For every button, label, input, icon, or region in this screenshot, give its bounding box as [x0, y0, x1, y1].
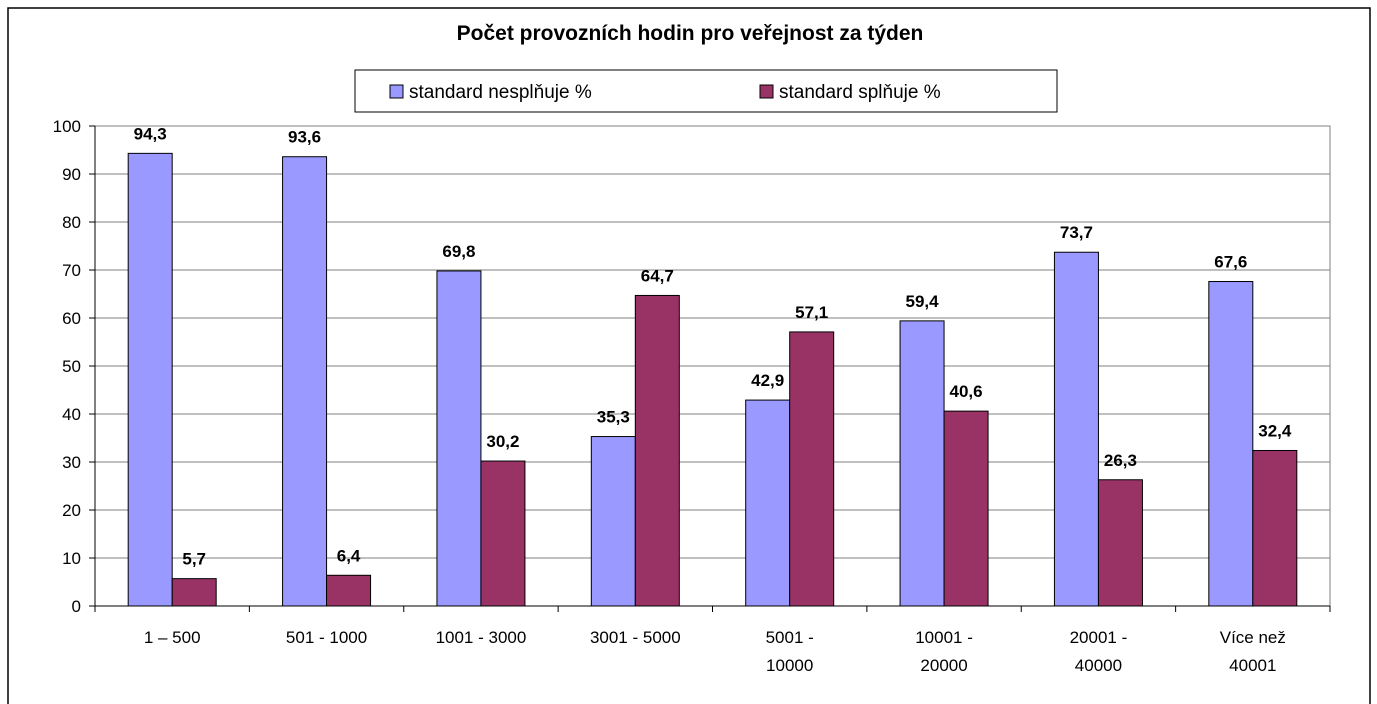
bar: [1252, 449, 1298, 607]
bar: [745, 399, 791, 607]
y-tick-label: 60: [62, 309, 81, 328]
x-tick-label: 3001 - 5000: [590, 628, 681, 647]
bar: [899, 320, 945, 607]
y-tick-label: 0: [72, 597, 81, 616]
data-label: 40,6: [950, 382, 983, 401]
data-label: 69,8: [442, 242, 475, 261]
x-tick-label: Více než 40001: [1220, 628, 1286, 675]
data-label: 67,6: [1214, 253, 1247, 272]
legend-swatch: [759, 84, 774, 99]
legend-label: standard nesplňuje %: [409, 82, 592, 103]
x-tick-label: 1001 - 3000: [436, 628, 527, 647]
bar: [480, 460, 526, 607]
bar: [943, 410, 989, 607]
bar: [1097, 479, 1143, 607]
bar: [127, 152, 173, 607]
legend-swatch: [389, 84, 404, 99]
bar: [1053, 251, 1099, 607]
y-tick-label: 10: [62, 549, 81, 568]
data-label: 73,7: [1060, 223, 1093, 242]
x-tick-label: 5001 -10000: [766, 628, 814, 675]
x-tick-label: 501 - 1000: [286, 628, 367, 647]
data-label: 6,4: [337, 546, 361, 565]
y-tick-label: 40: [62, 405, 81, 424]
bar: [789, 331, 835, 607]
data-label: 26,3: [1104, 451, 1137, 470]
bar: [282, 156, 328, 607]
y-tick-label: 80: [62, 213, 81, 232]
y-tick-label: 20: [62, 501, 81, 520]
data-label: 30,2: [486, 432, 519, 451]
data-label: 35,3: [597, 408, 630, 427]
data-label: 32,4: [1258, 421, 1292, 440]
data-label: 64,7: [641, 266, 674, 285]
bar: [1208, 281, 1254, 607]
y-tick-label: 90: [62, 165, 81, 184]
data-label: 42,9: [751, 371, 784, 390]
bar: [590, 436, 636, 607]
y-tick-label: 100: [53, 117, 81, 136]
data-label: 5,7: [182, 550, 206, 569]
bar: [171, 578, 217, 607]
data-label: 93,6: [288, 128, 321, 147]
data-label: 57,1: [795, 303, 828, 322]
y-tick-label: 50: [62, 357, 81, 376]
x-tick-label: 1 – 500: [144, 628, 201, 647]
legend-label: standard splňuje %: [779, 82, 941, 103]
legend-box: [354, 69, 1058, 113]
y-tick-label: 70: [62, 261, 81, 280]
data-label: 94,3: [134, 124, 167, 143]
bar: [634, 294, 680, 607]
data-label: 59,4: [906, 292, 940, 311]
x-tick-label: 20001 -40000: [1070, 628, 1128, 675]
y-tick-label: 30: [62, 453, 81, 472]
bar: [436, 270, 482, 607]
chart-title: Počet provozních hodin pro veřejnost za …: [457, 22, 924, 45]
bar: [326, 574, 372, 607]
x-tick-label: 10001 -20000: [915, 628, 973, 675]
